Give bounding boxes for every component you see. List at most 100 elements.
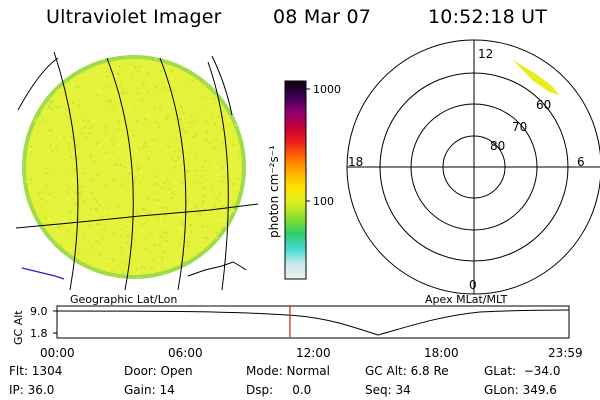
speckle-dot — [188, 200, 191, 203]
speckle-dot — [108, 155, 111, 157]
speckle-dot — [30, 145, 33, 148]
speckle-dot — [155, 77, 158, 80]
speckle-dot — [108, 206, 111, 209]
speckle-dot — [23, 177, 25, 180]
polar-panel — [346, 39, 600, 295]
speckle-dot — [47, 150, 50, 153]
grid-line — [53, 51, 79, 290]
speckle-dot — [129, 168, 132, 171]
speckle-dot — [108, 101, 111, 104]
speckle-dot — [235, 177, 238, 180]
speckle-dot — [121, 90, 124, 93]
speckle-dot — [164, 214, 167, 217]
speckle-dot — [177, 207, 179, 210]
speckle-dot — [134, 176, 137, 179]
speckle-dot — [200, 175, 203, 178]
speckle-dot — [228, 56, 231, 58]
speckle-dot — [60, 224, 63, 227]
speckle-dot — [180, 232, 183, 235]
speckle-dot — [88, 132, 91, 135]
speckle-dot — [101, 236, 104, 239]
speckle-dot — [173, 166, 176, 169]
speckle-dot — [180, 220, 183, 223]
speckle-dot — [187, 269, 190, 271]
speckle-dot — [69, 70, 72, 72]
speckle-dot — [24, 274, 27, 277]
speckle-dot — [226, 60, 228, 63]
speckle-dot — [237, 252, 239, 255]
speckle-dot — [148, 207, 151, 210]
speckle-dot — [215, 237, 218, 240]
speckle-dot — [99, 203, 102, 206]
speckle-dot — [130, 66, 133, 69]
speckle-dot — [69, 211, 72, 213]
altitude-tick-low: 1.8 — [30, 327, 48, 340]
speckle-dot — [63, 137, 66, 140]
speckle-dot — [37, 243, 40, 246]
speckle-dot — [53, 225, 56, 228]
speckle-dot — [87, 203, 90, 206]
speckle-dot — [184, 169, 187, 172]
speckle-dot — [147, 90, 150, 93]
speckle-dot — [78, 166, 81, 169]
speckle-dot — [183, 260, 186, 263]
speckle-dot — [55, 145, 58, 148]
speckle-dot — [229, 229, 231, 232]
speckle-dot — [216, 174, 219, 176]
speckle-dot — [161, 256, 164, 259]
grid-line — [207, 61, 229, 290]
speckle-dot — [220, 244, 223, 247]
speckle-dot — [101, 132, 104, 135]
speckle-dot — [188, 66, 191, 69]
speckle-dot — [47, 193, 50, 196]
time-tick-1800: 18:00 — [424, 346, 459, 360]
speckle-dot — [95, 200, 98, 203]
speckle-dot — [23, 104, 26, 107]
speckle-dot — [140, 157, 142, 160]
speckle-dot — [177, 156, 179, 159]
speckle-dot — [169, 164, 172, 167]
speckle-dot — [237, 214, 240, 217]
speckle-dot — [241, 244, 244, 247]
speckle-dot — [216, 232, 218, 235]
speckle-dot — [146, 218, 149, 221]
speckle-dot — [104, 151, 107, 154]
speckle-dot — [94, 207, 96, 210]
speckle-dot — [96, 174, 99, 177]
speckle-dot — [203, 208, 206, 210]
speckle-dot — [49, 100, 52, 103]
speckle-dot — [106, 259, 109, 262]
speckle-dot — [198, 182, 201, 185]
speckle-dot — [28, 188, 31, 191]
speckle-dot — [105, 130, 108, 133]
speckle-dot — [143, 238, 146, 241]
speckle-dot — [181, 236, 184, 239]
speckle-dot — [109, 210, 112, 213]
speckle-dot — [166, 179, 169, 182]
speckle-dot — [73, 168, 76, 171]
time-tick-2359: 23:59 — [548, 346, 583, 360]
speckle-dot — [210, 208, 213, 211]
speckle-dot — [221, 204, 224, 207]
speckle-dot — [113, 232, 116, 235]
speckle-dot — [24, 277, 27, 278]
speckle-dot — [95, 240, 98, 243]
speckle-dot — [214, 123, 217, 126]
speckle-dot — [174, 169, 177, 172]
speckle-dot — [68, 197, 71, 200]
speckle-dot — [96, 142, 99, 145]
speckle-dot — [170, 70, 173, 72]
speckle-dot — [31, 243, 34, 246]
speckle-dot — [142, 146, 145, 149]
speckle-dot — [182, 274, 185, 277]
speckle-dot — [35, 256, 38, 258]
speckle-dot — [87, 72, 90, 75]
speckle-dot — [98, 223, 101, 226]
speckle-dot — [76, 245, 79, 248]
speckle-dot — [173, 150, 176, 153]
speckle-dot — [114, 165, 117, 168]
speckle-dot — [202, 80, 204, 83]
speckle-dot — [48, 218, 51, 221]
speckle-dot — [66, 109, 69, 112]
speckle-dot — [57, 106, 60, 109]
